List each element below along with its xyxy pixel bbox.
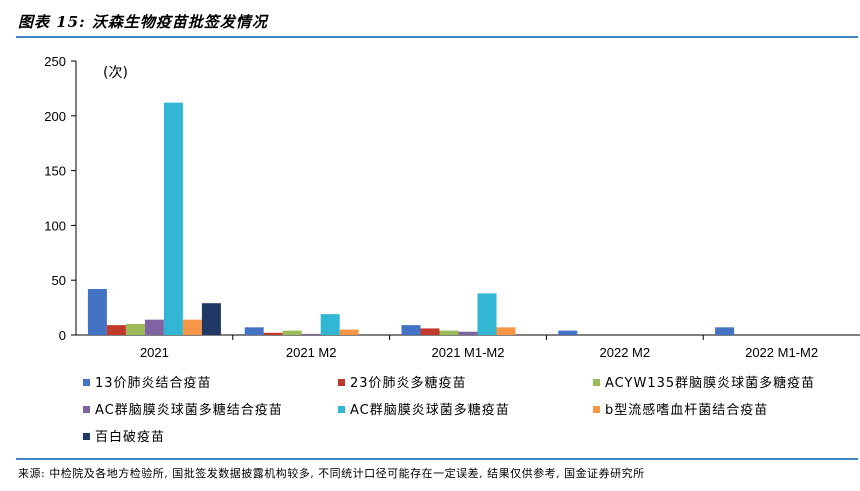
legend-label: 23价肺炎多糖疫苗 [350,376,467,391]
legend-label: AC群脑膜炎球菌多糖疫苗 [350,403,510,418]
legend-item: ACYW135群脑膜炎球菌多糖疫苗 [593,372,815,391]
legend-swatch [83,406,90,413]
legend-item: AC群脑膜炎球菌多糖疫苗 [338,399,510,418]
title-divider [16,36,858,38]
legend-swatch [338,406,345,413]
bar [439,330,459,335]
bar [477,293,497,335]
legend-label: 13价肺炎结合疫苗 [95,376,212,391]
bar-chart: 0 50 100 150 200 250 2021 2021 M2 2021 M1-M2 2022… [44,54,860,360]
x-tick-label: 2021 M1-M2 [432,345,505,360]
legend-item: 23价肺炎多糖疫苗 [338,372,467,391]
bar [458,331,478,335]
bar [182,319,202,335]
legend-item: 百白破疫苗 [83,426,165,445]
x-tick-label: 2021 [140,345,169,360]
y-tick-label: 250 [44,54,66,69]
legend-swatch [83,379,90,386]
legend-item: AC群脑膜炎球菌多糖结合疫苗 [83,399,283,418]
x-tick-label: 2022 M2 [600,345,651,360]
legend-label: 百白破疫苗 [95,430,166,445]
bar [106,325,126,335]
source-note: 来源: 中检院及各地方检验所, 国批签发数据披露机构较多, 不同统计口径可能存在… [18,467,645,480]
x-tick-label: 2022 M1-M2 [745,345,818,360]
bar [87,288,107,335]
legend-item: 13价肺炎结合疫苗 [83,372,212,391]
bar [263,332,283,335]
bar [715,327,735,335]
bar [339,329,359,335]
legend-label: b型流感嗜血杆菌结合疫苗 [605,403,769,418]
figure-title: 图表 15: 沃森生物疫苗批签发情况 [18,13,268,31]
y-tick-label: 100 [44,218,66,233]
legend-label: ACYW135群脑膜炎球菌多糖疫苗 [605,376,816,391]
bar [201,303,221,335]
chart-axes: 0 50 100 150 200 250 2021 2021 M2 2021 M1-M2 2022… [44,54,860,360]
legend-swatch [338,379,345,386]
bar [401,325,421,335]
bar [144,319,164,335]
chart-bars [87,102,735,335]
y-tick-label: 150 [44,164,66,179]
legend-swatch [593,406,600,413]
y-tick-label: 0 [59,328,66,343]
bar [496,327,516,335]
bar [301,333,321,335]
y-unit-label: (次) [103,65,128,81]
y-tick-label: 200 [44,109,66,124]
bar [244,327,264,335]
bar [558,330,578,335]
y-tick-label: 50 [52,273,66,288]
bar [320,314,340,335]
bar [125,324,145,335]
bar [420,328,440,335]
source-divider [16,458,858,460]
legend-item: b型流感嗜血杆菌结合疫苗 [593,399,768,418]
bar [163,102,183,335]
legend-swatch [593,379,600,386]
legend-label: AC群脑膜炎球菌多糖结合疫苗 [95,403,283,418]
bar [282,330,302,335]
legend-swatch [83,433,90,440]
x-tick-label: 2021 M2 [286,345,337,360]
